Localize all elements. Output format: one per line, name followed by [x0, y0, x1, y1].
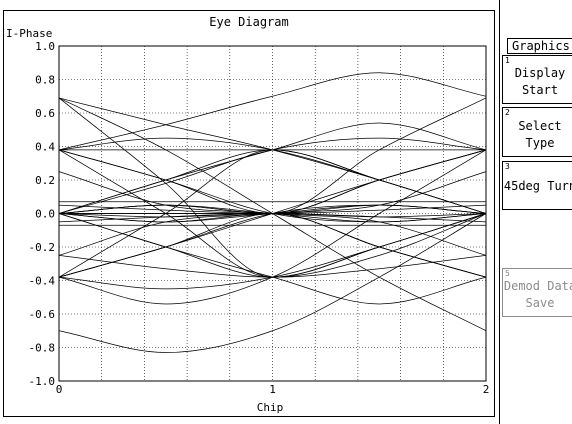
y-tick-label: 1.0: [35, 40, 55, 53]
softkey-label-line2: Type: [525, 136, 555, 150]
x-tick-label: 2: [483, 383, 490, 396]
softkey-label-line2: Save: [525, 296, 555, 310]
eye-trace: [58, 213, 487, 353]
y-tick-label: 0.8: [35, 74, 55, 87]
softkey-number: 2: [505, 108, 510, 117]
eye-trace: [58, 72, 487, 151]
chart-title: Eye Diagram: [209, 15, 288, 29]
softkey-label-line1: 45deg Turn: [503, 179, 572, 193]
y-tick-label: 0.0: [35, 208, 55, 221]
softkey-label-line1: Demod Data: [503, 279, 572, 293]
demod-data-save-button[interactable]: 5 Demod Data Save: [502, 268, 572, 317]
y-tick-label: 0.4: [35, 141, 55, 154]
y-tick-label: 0.2: [35, 174, 55, 187]
menu-title: Graphics: [507, 38, 572, 54]
plot-area: [58, 45, 487, 382]
display-start-button[interactable]: 1 Display Start: [502, 55, 572, 104]
softkey-label-line2: Start: [521, 83, 559, 97]
eye-diagram-chart: Eye Diagram I-Phase Chip 1.0 0.8 0.6 0.4 0.2…: [6, 15, 490, 414]
select-type-button[interactable]: 2 Select Type: [502, 107, 572, 157]
eye-trace: [58, 204, 487, 214]
eye-diagram-panel: Eye Diagram I-Phase Chip 1.0 0.8 0.6 0.4 0.2…: [3, 10, 495, 417]
softkey-number: 5: [505, 269, 510, 278]
softkey-number: 3: [505, 162, 510, 171]
x-axis-label: Chip: [257, 401, 284, 414]
softkey-number: 1: [505, 56, 510, 65]
y-tick-label: -0.6: [29, 308, 56, 321]
y-tick-label: -1.0: [29, 375, 56, 388]
eye-trace: [58, 213, 487, 305]
y-axis-label: I-Phase: [6, 27, 52, 40]
softkey-panel: Graphics 1 Display Start 2 Select Type 3…: [499, 0, 572, 424]
y-tick-label: 0.6: [35, 107, 55, 120]
y-tick-label: -0.8: [29, 342, 56, 355]
softkey-label-line1: Display: [514, 66, 566, 80]
softkey-divider: [499, 0, 500, 424]
eye-trace: [58, 255, 487, 278]
y-tick-label: -0.2: [29, 241, 56, 254]
x-tick-label: 1: [269, 383, 276, 396]
eye-trace: [58, 204, 487, 214]
eye-trace: [58, 213, 487, 218]
x-tick-label: 0: [56, 383, 63, 396]
y-tick-label: -0.4: [29, 275, 56, 288]
softkey-label-line1: Select: [518, 119, 562, 133]
45deg-turn-button[interactable]: 3 45deg Turn: [502, 161, 572, 210]
